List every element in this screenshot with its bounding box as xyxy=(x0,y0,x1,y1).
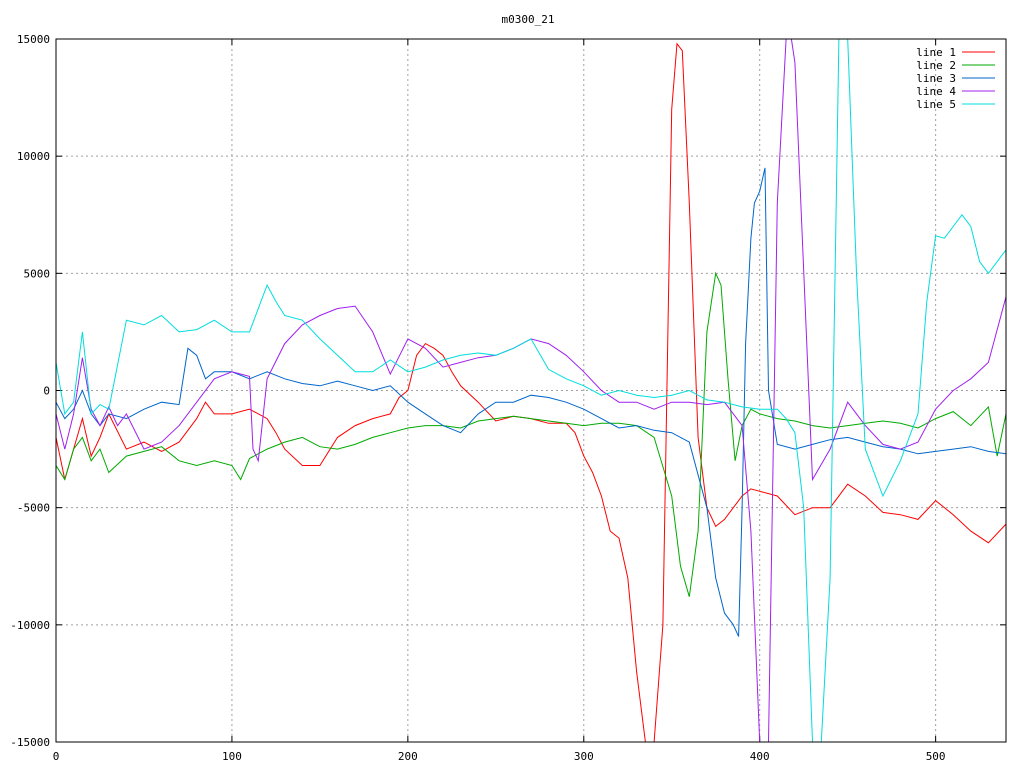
x-tick-label: 500 xyxy=(926,750,946,763)
y-tick-label: -5000 xyxy=(17,502,50,515)
y-tick-label: -15000 xyxy=(10,736,50,749)
legend-label-5: line 5 xyxy=(916,98,956,111)
grid xyxy=(56,39,1006,742)
y-tick-label: 10000 xyxy=(17,150,50,163)
x-tick-label: 400 xyxy=(750,750,770,763)
x-tick-label: 200 xyxy=(398,750,418,763)
y-tick-label: 5000 xyxy=(24,267,51,280)
series-line-3 xyxy=(56,167,1006,637)
axis-ticks: 0 100 200 300 400 500 15000 10000 5000 0 -5000 -100… xyxy=(10,33,1006,763)
series-group xyxy=(56,39,1006,742)
x-tick-label: 0 xyxy=(53,750,60,763)
plot-frame xyxy=(55,38,1007,743)
series-line-2 xyxy=(56,271,1006,597)
y-tick-label: 0 xyxy=(43,385,50,398)
y-tick-label: 15000 xyxy=(17,33,50,46)
x-tick-label: 300 xyxy=(574,750,594,763)
legend-label-2: line 2 xyxy=(916,59,956,72)
series-line-5 xyxy=(56,39,1006,742)
x-tick-label: 100 xyxy=(222,750,242,763)
y-tick-label: -10000 xyxy=(10,619,50,632)
chart-title: m0300_21 xyxy=(502,13,555,26)
legend-label-1: line 1 xyxy=(916,46,956,59)
legend-label-3: line 3 xyxy=(916,72,956,85)
series-line-1 xyxy=(56,42,1006,742)
legend-label-4: line 4 xyxy=(916,85,956,98)
